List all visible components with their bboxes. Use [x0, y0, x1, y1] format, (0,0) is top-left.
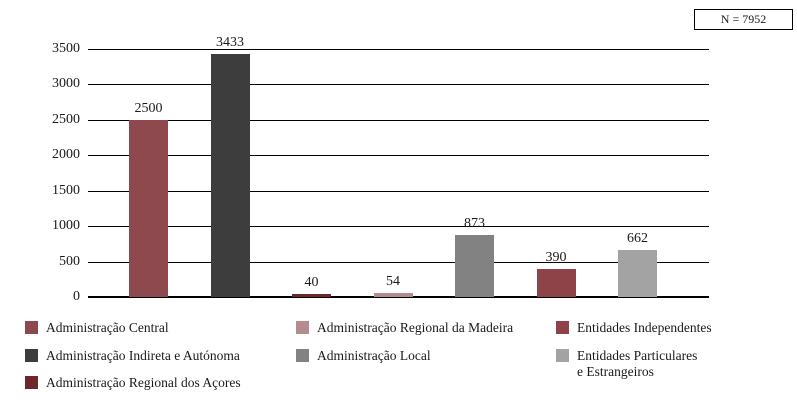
bar	[129, 119, 168, 297]
y-tick-label: 2500	[52, 111, 80, 127]
legend-item: Administração Local	[296, 348, 513, 365]
legend-column: Administração Regional da Madeira Adminis…	[296, 320, 513, 375]
y-tick-label: 500	[59, 253, 80, 269]
y-tick-label: 0	[73, 289, 80, 304]
gridline	[88, 261, 709, 263]
legend-label: Administração Regional dos Açores	[46, 375, 241, 390]
bar-value-label: 873	[464, 216, 485, 232]
legend-swatch	[25, 348, 38, 362]
legend-label: Entidades Independentes	[577, 320, 712, 335]
bar-value-label: 3433	[216, 34, 244, 50]
bar-value-label: 54	[386, 274, 400, 290]
legend-swatch	[296, 321, 309, 334]
gridline	[88, 49, 709, 50]
legend-item: Administração Regional dos Açores	[25, 375, 241, 392]
legend-item: Administração Regional da Madeira	[296, 320, 513, 337]
sample-size-label: N = 7952	[720, 12, 767, 26]
bar-value-label: 390	[545, 250, 567, 266]
bar	[373, 293, 413, 297]
legend-label: Administração Local	[317, 347, 431, 363]
y-tick-label: 2000	[52, 147, 80, 163]
gridline	[88, 84, 709, 86]
gridline	[88, 155, 709, 157]
bar-value-label: 40	[304, 275, 319, 291]
bar-value-label: 662	[627, 231, 648, 247]
bar	[455, 235, 494, 297]
bar	[536, 269, 576, 297]
legend-label: Administração Indireta e Autónoma	[46, 347, 240, 363]
gridline	[88, 226, 709, 228]
legend-swatch	[25, 376, 38, 389]
legend-item: Administração Indireta e Autónoma	[25, 348, 241, 365]
gridline	[88, 119, 709, 121]
y-tick-label: 3500	[52, 41, 80, 56]
legend-label: Administração Central	[46, 320, 169, 335]
sample-size-box: N = 7952	[694, 9, 793, 30]
legend-item: Administração Central	[25, 320, 241, 337]
legend-column: Entidades Independentes Entidades Particu…	[556, 320, 712, 392]
legend-label: Entidades Particulares e Estrangeiros	[577, 347, 698, 380]
bar	[618, 250, 657, 297]
y-tick-label: 1000	[52, 218, 80, 234]
legend-item: Entidades Particulares e Estrangeiros	[556, 348, 712, 381]
legend-label: Administração Regional da Madeira	[317, 320, 514, 335]
bar-value-label: 2500	[134, 100, 163, 116]
legend-swatch	[556, 348, 569, 362]
legend-swatch	[556, 321, 569, 334]
legend-swatch	[25, 321, 38, 334]
gridline	[88, 190, 709, 192]
chart-legend: Administração Central Administração Indir…	[0, 320, 797, 410]
legend-column: Administração Central Administração Indir…	[25, 320, 241, 403]
legend-swatch	[296, 348, 309, 362]
y-tick-label: 3000	[52, 76, 80, 92]
chart-plot-area: 0 500 1000 1500 2000 2500 3000 3500 2500 3433 40 54…	[52, 35, 709, 304]
bar	[292, 294, 331, 297]
legend-item: Entidades Independentes	[556, 320, 712, 337]
y-tick-label: 1500	[52, 182, 80, 198]
bar	[210, 53, 250, 297]
x-axis-line	[88, 296, 709, 298]
